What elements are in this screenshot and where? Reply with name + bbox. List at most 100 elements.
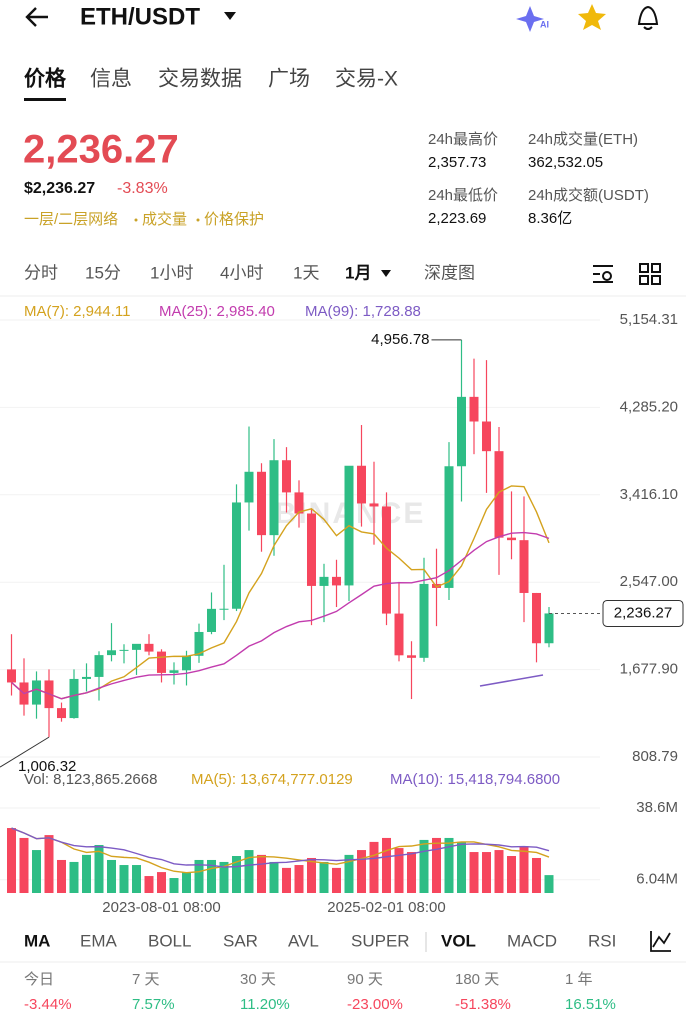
interval[interactable]: 深度图 [424, 263, 475, 282]
indicator-tab[interactable]: SUPER [351, 931, 410, 950]
volume-bar [457, 841, 466, 893]
candle-body [482, 421, 491, 452]
tag-separator [134, 218, 138, 222]
layout-icon [651, 275, 661, 285]
x-tick-label: 2025-02-01 08:00 [327, 899, 445, 916]
indicator-tab[interactable]: BOLL [148, 931, 191, 950]
indicator-tab[interactable]: VOL [441, 931, 476, 950]
indicator-tab[interactable]: MA [24, 931, 50, 950]
y-tick-label: 2,547.00 [620, 573, 678, 590]
low-label: 1,006.32 [18, 758, 76, 775]
candle-body [269, 460, 279, 536]
volume-bar [469, 852, 479, 893]
interval[interactable]: 分时 [24, 263, 58, 282]
candle-body [32, 680, 41, 705]
candle-body [194, 631, 204, 656]
favorite-button[interactable] [578, 4, 606, 30]
period-value: -3.44% [24, 996, 72, 1013]
tag[interactable]: 一层/二层网络 [24, 211, 118, 228]
interval[interactable]: 1天 [293, 263, 319, 282]
chart-tool-button[interactable] [650, 931, 671, 952]
x-tick-label: 2023-08-01 08:00 [102, 899, 220, 916]
volume-bar [332, 867, 341, 893]
last-price: 2,236.27 [23, 128, 179, 172]
interval[interactable]: 1小时 [150, 263, 193, 282]
interval[interactable]: 4小时 [220, 263, 263, 282]
volume-bar [382, 837, 391, 893]
volume-bar [232, 856, 241, 893]
back-button[interactable] [25, 7, 48, 27]
tags: 一层/二层网络 成交量 价格保护 [24, 210, 264, 228]
volume-bar [544, 875, 554, 893]
indicator-tab[interactable]: MACD [507, 931, 557, 950]
period-label: 30 天 [240, 971, 276, 988]
low-marker [0, 736, 50, 768]
indicator-tab[interactable]: EMA [80, 931, 118, 950]
settings-button[interactable] [593, 265, 613, 283]
tab[interactable]: 信息 [90, 68, 132, 91]
volume-bar [7, 828, 16, 893]
volume-bar [444, 837, 454, 893]
indicator-tab[interactable]: AVL [288, 931, 319, 950]
volume-bar [44, 835, 54, 893]
layout-icon [651, 263, 661, 273]
alert-button[interactable] [637, 5, 659, 30]
volume-bar [32, 850, 41, 893]
volume-bar [257, 854, 266, 893]
volume-bar [94, 844, 104, 893]
volume-bar [207, 859, 216, 893]
y-tick-label: 4,285.20 [620, 398, 678, 415]
ai-button[interactable]: AI [516, 6, 549, 32]
period-returns: 今日 -3.44% 7 天 7.57% 30 天 11.20% 90 天 -23.00% 180… [24, 971, 616, 1013]
tag[interactable]: 价格保护 [204, 211, 264, 228]
pair-title[interactable]: ETH/USDT [80, 3, 200, 30]
candle-body [232, 502, 241, 609]
indicator-tab[interactable]: SAR [223, 931, 258, 950]
candle-body [519, 540, 529, 593]
pair-dropdown[interactable] [224, 12, 236, 20]
layout-button[interactable] [639, 263, 661, 285]
period-value: 16.51% [565, 996, 616, 1013]
candle-body [544, 613, 554, 644]
volume-bar [69, 861, 79, 893]
volume-bar [119, 865, 129, 893]
indicator-tab[interactable]: RSI [588, 931, 616, 950]
vol-legend: MA(10): 15,418,794.6800 [390, 771, 560, 788]
volume-bar [357, 850, 366, 893]
last-price-box [602, 599, 684, 627]
tab-underline [24, 98, 66, 101]
candle-body [382, 506, 391, 614]
stat-label: 24h最低价 [428, 187, 498, 204]
ma-legend: MA(7): 2,944.11 [24, 303, 130, 320]
layout-icon [639, 263, 649, 273]
tab[interactable]: 价格 [24, 67, 67, 91]
vol-tick-label: 38.6M [636, 799, 678, 816]
candle-body [119, 649, 129, 651]
volume-bar [394, 848, 404, 893]
volume-bar [219, 861, 229, 893]
candle-body [82, 676, 91, 679]
interval-dropdown[interactable] [381, 270, 391, 277]
interval[interactable]: 15分 [85, 263, 121, 282]
stats: 24h最高价 2,357.73 24h成交量(ETH) 362,532.05 24h最低… [428, 130, 649, 227]
candle-body [507, 537, 516, 541]
price-change: -3.83% [117, 180, 168, 197]
vol-ma5-line [11, 827, 550, 874]
candle-body [332, 576, 341, 586]
volume-bar [144, 876, 154, 893]
volume-bar [169, 878, 179, 893]
volume-bar [519, 846, 529, 893]
volume-bar [419, 839, 429, 893]
tab[interactable]: 交易-X [335, 68, 398, 91]
candle-body [457, 396, 466, 467]
high-label: 4,956.78 [371, 331, 429, 348]
candle-body [169, 670, 179, 673]
stat-label: 24h成交额(USDT) [528, 186, 649, 204]
tag[interactable]: 成交量 [142, 210, 187, 228]
tab[interactable]: 交易数据 [158, 68, 242, 91]
tab[interactable]: 广场 [268, 68, 310, 91]
chart: MA(7): 2,944.11 MA(25): 2,985.40 MA(99): 1… [0, 303, 684, 916]
candle-body [207, 608, 216, 632]
interval[interactable]: 1月 [345, 263, 371, 282]
volume-bar [407, 852, 416, 893]
